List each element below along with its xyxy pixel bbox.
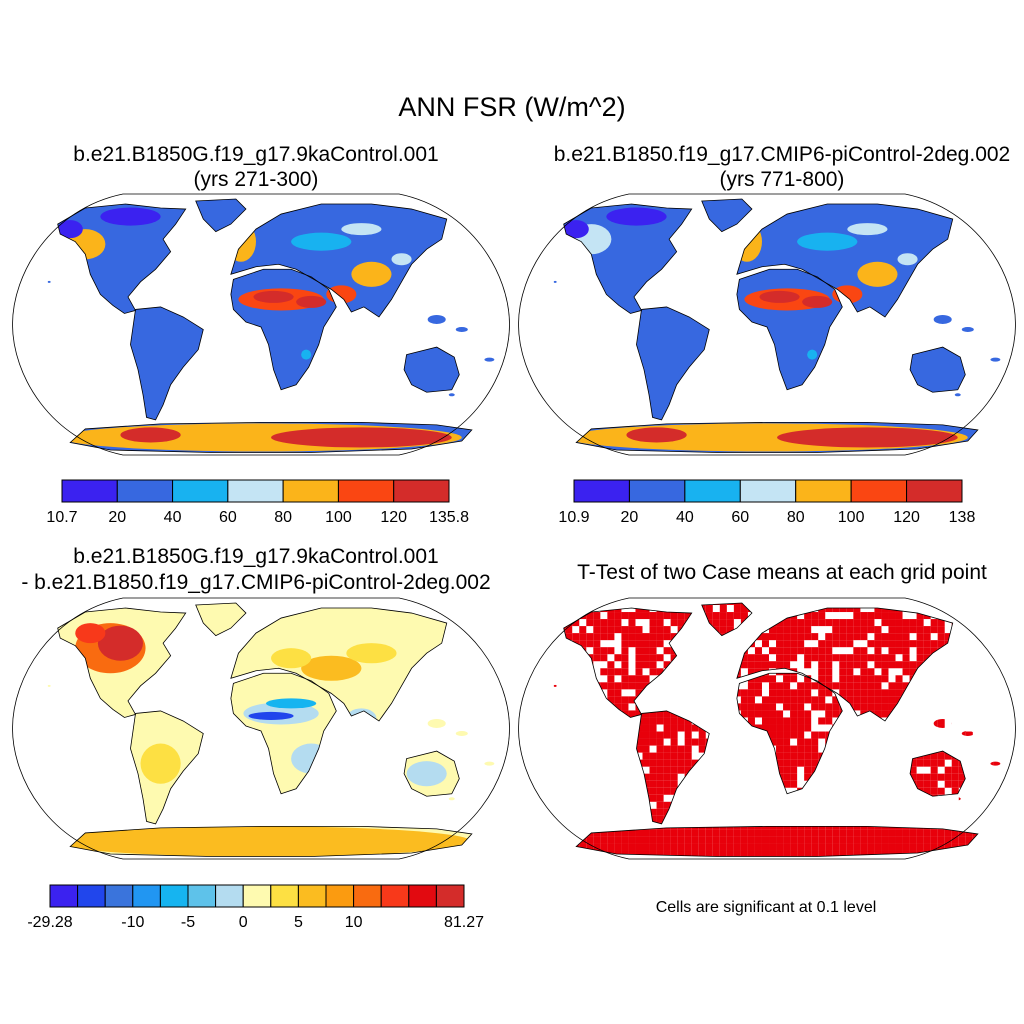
colorbar-swatch (353, 884, 382, 908)
colorbar-tick-label: 120 (893, 509, 920, 526)
colorbar-tick-label: 120 (380, 509, 407, 526)
colorbar-tick-label: 5 (294, 914, 303, 931)
map-boundary (12, 597, 510, 860)
colorbar-swatch (408, 884, 437, 908)
colorbar-tick-label: 10.7 (46, 509, 77, 526)
coastlines (57, 602, 473, 857)
map-boundary (518, 193, 1016, 456)
map-boundary (12, 193, 510, 456)
land-field (553, 603, 1001, 857)
colorbar-tick-label: 60 (731, 509, 749, 526)
colorbar-swatch (297, 884, 327, 908)
colorbar-swatch (380, 884, 410, 908)
panel-3-subtitle: - b.e21.B1850.f19_g17.CMIP6-piControl-2d… (21, 571, 491, 594)
colorbar-swatch (116, 479, 174, 503)
colorbar-swatch (739, 479, 797, 503)
panel-2-title: b.e21.B1850.f19_g17.CMIP6-piControl-2deg… (553, 143, 1011, 166)
colorbar-swatch (795, 479, 852, 503)
colorbar-panel-2: 10.9 20 40 60 80 100 120 138 (558, 479, 976, 526)
colorbar-tick-label: 20 (108, 509, 126, 526)
colorbar-panel-1: 10.7 20 40 60 80 100 120 135.8 (46, 479, 469, 526)
colorbar-swatch (435, 884, 465, 908)
colorbar-swatch (573, 479, 630, 503)
land-field (553, 199, 1001, 453)
map-boundary (518, 597, 1016, 860)
colorbar-tick-label: 10.9 (558, 509, 589, 526)
panel-4-title: T-Test of two Case means at each grid po… (577, 561, 987, 584)
colorbar-tick-label: 80 (274, 509, 292, 526)
colorbar-tick-label: -29.28 (27, 914, 72, 931)
colorbar-tick-label: 138 (949, 509, 976, 526)
figure-title: ANN FSR (W/m^2) (398, 92, 626, 122)
colorbar-tick-label: 100 (838, 509, 865, 526)
colorbar-swatch (49, 884, 79, 908)
colorbar-swatch (242, 884, 272, 908)
colorbar-swatch (159, 884, 189, 908)
colorbar-swatch (61, 479, 118, 503)
colorbar-tick-label: 10 (345, 914, 363, 931)
colorbar-swatch (132, 884, 161, 908)
colorbar-swatch (906, 479, 963, 503)
colorbar-swatch (325, 884, 355, 908)
coastlines (563, 602, 979, 857)
colorbar-tick-label: 40 (676, 509, 694, 526)
colorbar-tick-label: 0 (239, 914, 248, 931)
colorbar-swatch (187, 884, 217, 908)
colorbar-swatch (282, 479, 339, 503)
map-panel-4 (518, 597, 1016, 860)
map-panel-2 (518, 193, 1016, 456)
map-panel-1 (12, 193, 510, 456)
colorbar-tick-label: 20 (621, 509, 639, 526)
land-field (47, 199, 495, 453)
colorbar-swatch (104, 884, 134, 908)
colorbar-swatch (270, 884, 299, 908)
panel-4-note: Cells are significant at 0.1 level (655, 899, 877, 916)
coastlines (57, 198, 473, 453)
map-panel-3 (12, 597, 510, 860)
panel-1-subtitle: (yrs 271-300) (193, 168, 319, 191)
panel-3-title: b.e21.B1850G.f19_g17.9kaControl.001 (73, 545, 439, 568)
colorbar-swatch (77, 884, 106, 908)
colorbar-swatch (227, 479, 284, 503)
land-field (47, 603, 495, 857)
coastlines (563, 198, 979, 453)
colorbar-swatch (393, 479, 450, 503)
panel-1-title: b.e21.B1850G.f19_g17.9kaControl.001 (73, 143, 439, 166)
colorbar-tick-label: -10 (121, 914, 144, 931)
colorbar-swatch (684, 479, 741, 503)
colorbar-tick-label: 100 (325, 509, 352, 526)
colorbar-swatch (172, 479, 229, 503)
colorbar-panel-3: -29.28 -10 -5 0 5 10 81.27 (27, 884, 484, 931)
colorbar-swatch (850, 479, 908, 503)
colorbar-swatch (337, 479, 395, 503)
colorbar-tick-label: 80 (787, 509, 805, 526)
panel-2-subtitle: (yrs 771-800) (719, 168, 845, 191)
colorbar-tick-label: 135.8 (429, 509, 469, 526)
colorbar-tick-label: -5 (181, 914, 195, 931)
colorbar-swatch (215, 884, 244, 908)
colorbar-tick-label: 81.27 (444, 914, 484, 931)
colorbar-tick-label: 60 (219, 509, 237, 526)
colorbar-swatch (628, 479, 686, 503)
colorbar-tick-label: 40 (164, 509, 182, 526)
